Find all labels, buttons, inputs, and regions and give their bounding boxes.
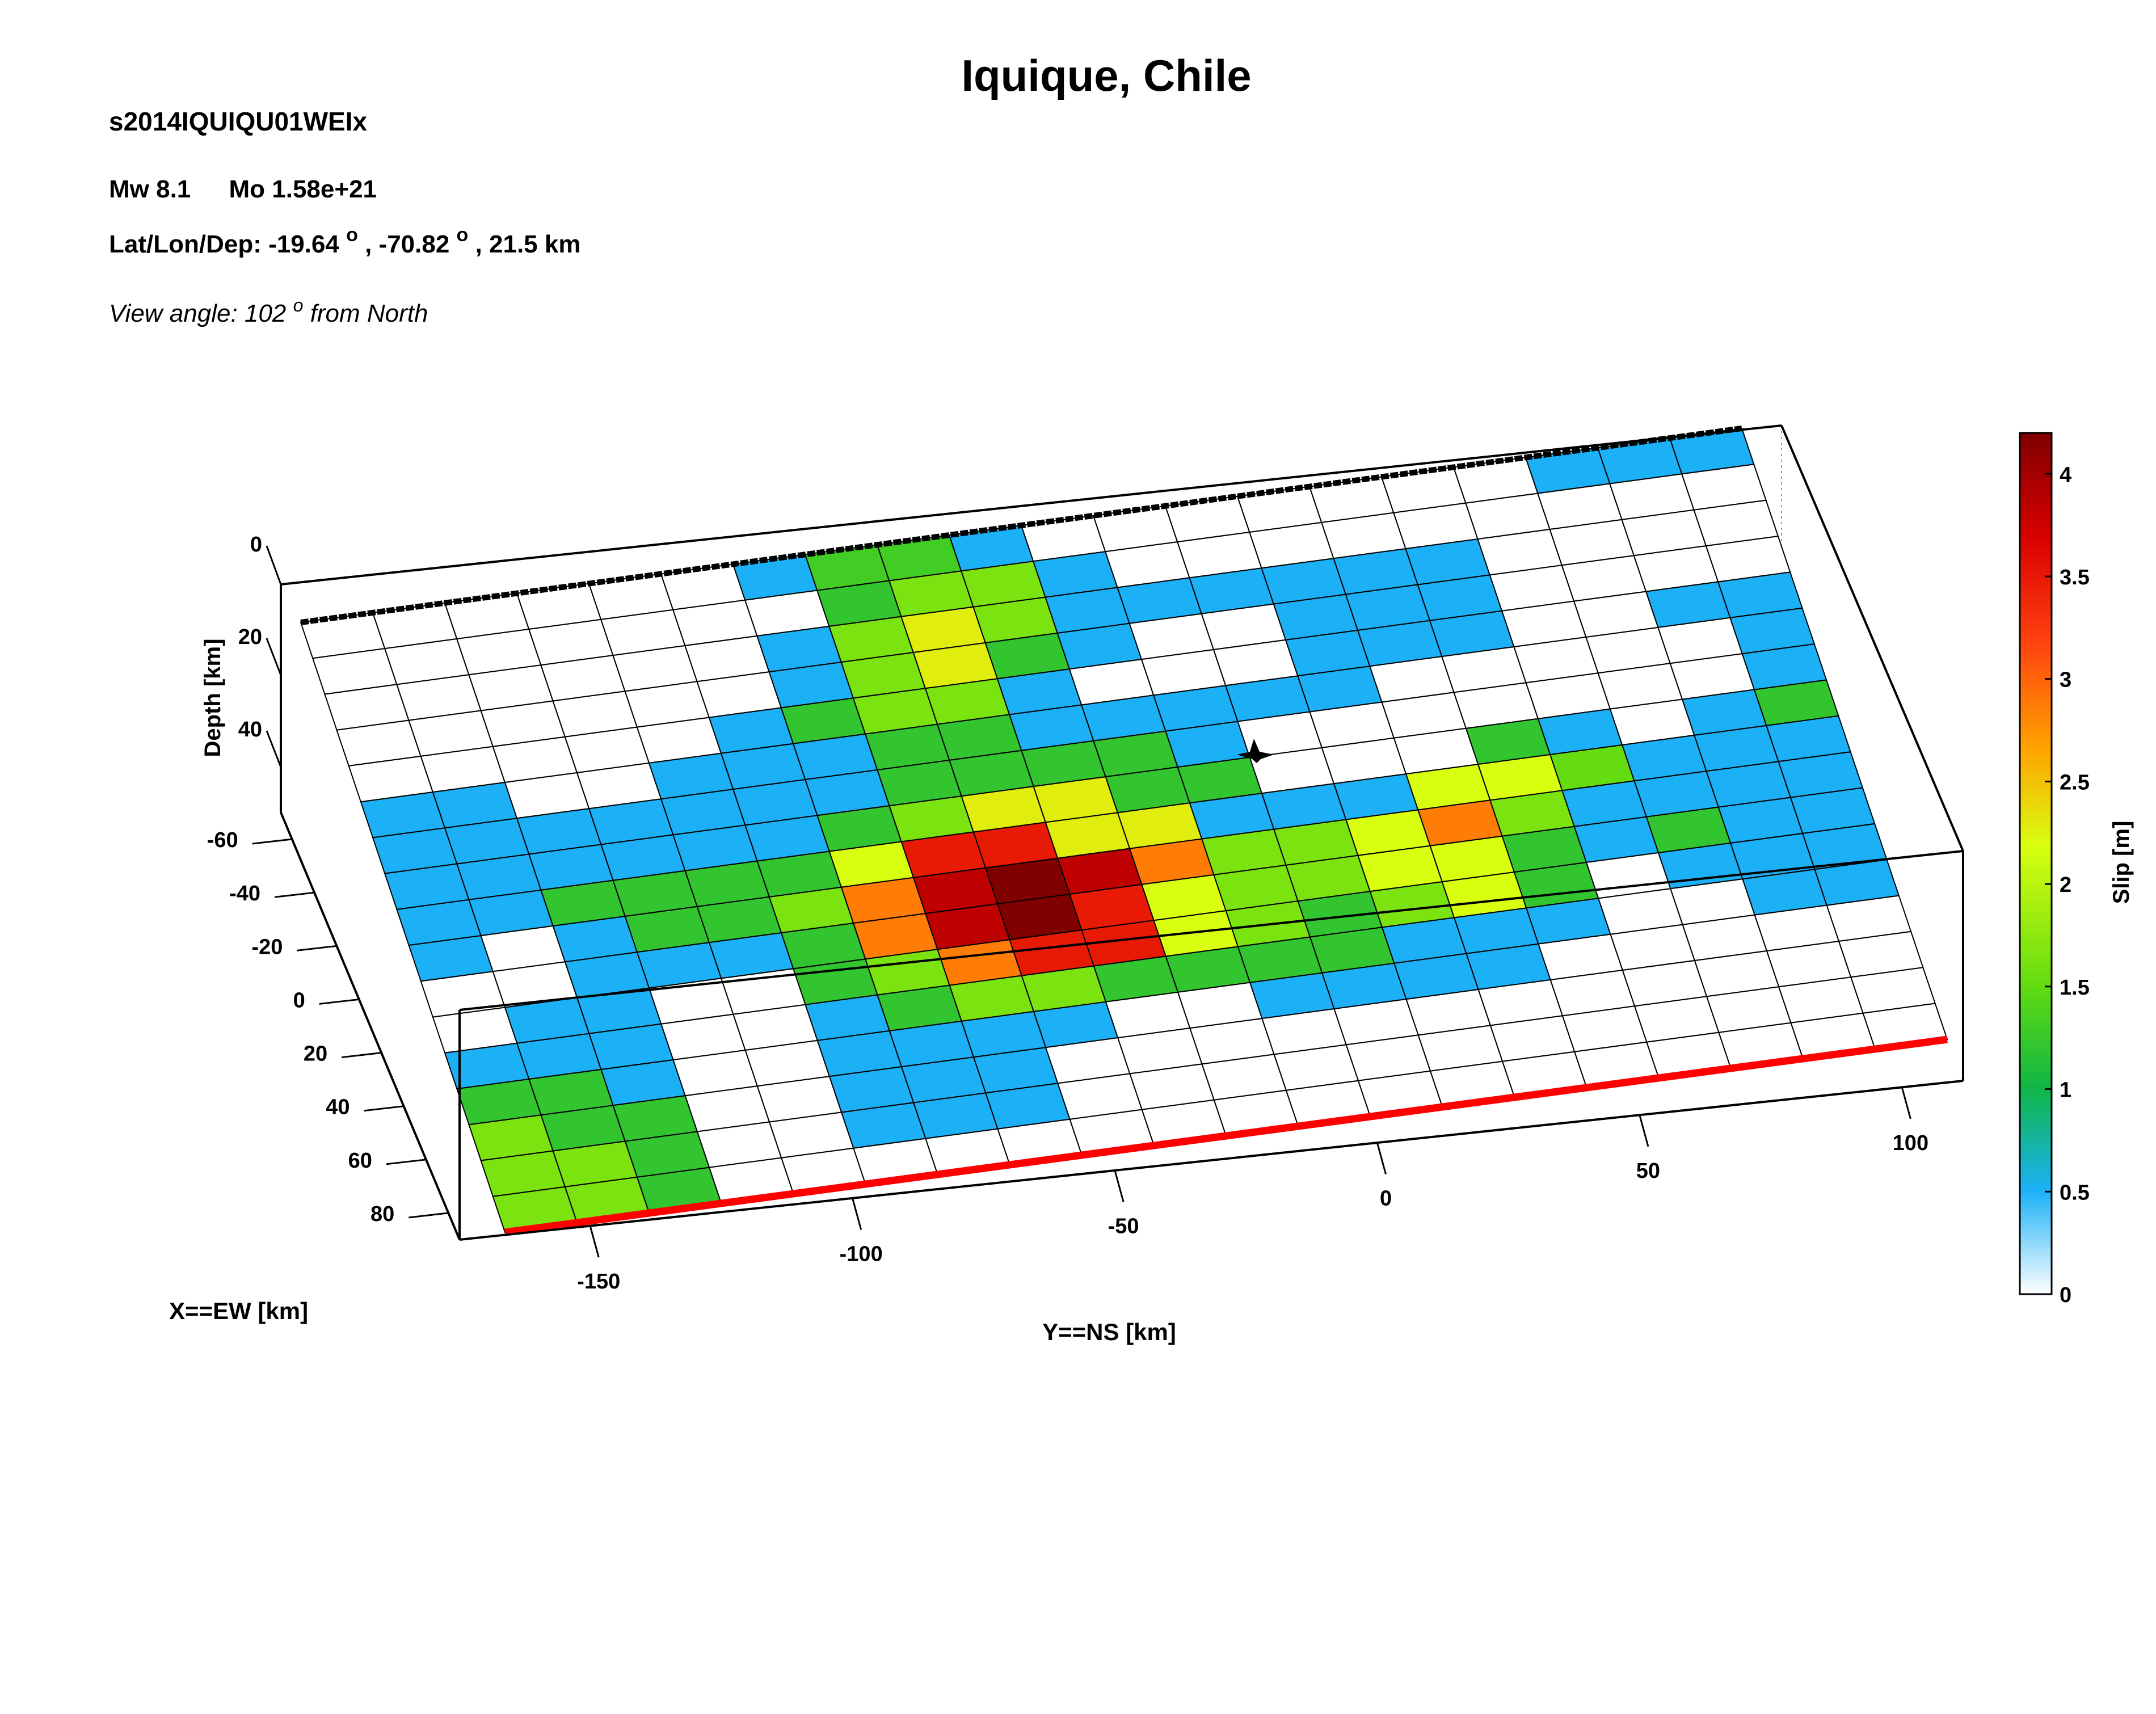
depth-axis	[266, 545, 282, 768]
colorbar-tick-label: 1.5	[2060, 976, 2090, 1000]
colorbar-tick-label: 0.5	[2060, 1181, 2090, 1205]
y-axis-label: Y==NS [km]	[1042, 1319, 1176, 1345]
fault-trace-line	[504, 1035, 1948, 1236]
x-tick-label: -20	[252, 935, 283, 959]
y-axis-ticks: -150 -100 -50 0 50 100	[577, 1087, 1928, 1294]
depth-tick-label: 40	[238, 718, 262, 742]
colorbar-tick-label: 2.5	[2060, 770, 2090, 794]
x-tick-label: 80	[370, 1202, 394, 1226]
y-tick-mark	[1114, 1170, 1125, 1202]
magnitude-line: Mw 8.1 Mo 1.58e+21	[109, 175, 377, 203]
fault-plane-cells	[300, 427, 1948, 1233]
hypocenter-star-icon	[1237, 739, 1274, 763]
x-tick-mark	[409, 1212, 449, 1219]
degree-lon: o	[457, 224, 469, 246]
view-degree: o	[293, 295, 304, 315]
x-tick-mark	[274, 891, 315, 898]
view-suffix: from North	[310, 300, 428, 327]
x-tick-label: 20	[304, 1042, 327, 1066]
colorbar-ticks: 0 0.5 1 1.5 2 2.5 3 3.5 4	[2045, 463, 2090, 1307]
colorbar	[2019, 432, 2053, 1295]
colorbar-tick-label: 2	[2060, 873, 2071, 897]
location-depth: , 21.5 km	[475, 230, 581, 258]
colorbar-tick-label: 1	[2060, 1079, 2071, 1102]
depth-axis-label: Depth [km]	[200, 639, 225, 757]
bounding-box	[280, 424, 1964, 1241]
x-axis-ticks: -60 -40 -20 0 20 40 60 80	[207, 828, 449, 1226]
y-tick-mark	[1901, 1087, 1911, 1119]
y-tick-mark	[589, 1226, 600, 1258]
x-tick-label: -40	[229, 882, 260, 906]
y-tick-label: 100	[1893, 1131, 1928, 1155]
colorbar-label: Slip [m]	[2109, 821, 2134, 904]
x-tick-mark	[342, 1052, 382, 1059]
x-tick-mark	[319, 998, 359, 1005]
x-tick-label: 40	[326, 1096, 349, 1119]
degree-lat: o	[346, 224, 358, 246]
colorbar-tick-label: 3.5	[2060, 566, 2090, 589]
depth-tick-label: 0	[250, 533, 262, 557]
colorbar-tick-label: 3	[2060, 668, 2071, 692]
y-tick-label: -100	[840, 1242, 883, 1266]
y-tick-label: 50	[1636, 1159, 1660, 1183]
event-id: s2014IQUIQU01WEIx	[109, 107, 368, 136]
y-tick-label: -50	[1108, 1214, 1139, 1238]
x-tick-mark	[386, 1159, 427, 1165]
x-axis-label: X==EW [km]	[169, 1298, 308, 1324]
x-tick-mark	[364, 1105, 404, 1112]
y-tick-mark	[1376, 1143, 1387, 1175]
depth-tick-label: 20	[238, 625, 262, 649]
plot-title: Iquique, Chile	[961, 50, 1251, 100]
y-tick-mark	[1639, 1115, 1649, 1147]
y-tick-mark	[852, 1198, 862, 1230]
view-angle-line: View angle: 102 o from North	[109, 289, 428, 327]
colorbar-tick-label: 4	[2060, 463, 2071, 487]
location-lon: , -70.82	[365, 230, 449, 258]
y-tick-label: -150	[577, 1270, 620, 1294]
view-prefix: View angle: 102	[109, 300, 286, 327]
x-tick-mark	[252, 838, 292, 845]
location-lat: Lat/Lon/Dep: -19.64	[109, 230, 339, 258]
x-tick-label: 60	[348, 1149, 372, 1173]
fault-top-edge	[300, 426, 1742, 625]
x-tick-label: -60	[207, 828, 238, 852]
y-tick-label: 0	[1380, 1187, 1392, 1211]
x-tick-mark	[297, 945, 337, 951]
location-line: Lat/Lon/Dep: -19.64 o , -70.82 o , 21.5 …	[109, 219, 580, 258]
mw-value: Mw 8.1	[109, 175, 191, 203]
x-tick-label: 0	[293, 988, 305, 1012]
mo-value: Mo 1.58e+21	[229, 175, 377, 203]
colorbar-tick-label: 0	[2060, 1283, 2071, 1307]
